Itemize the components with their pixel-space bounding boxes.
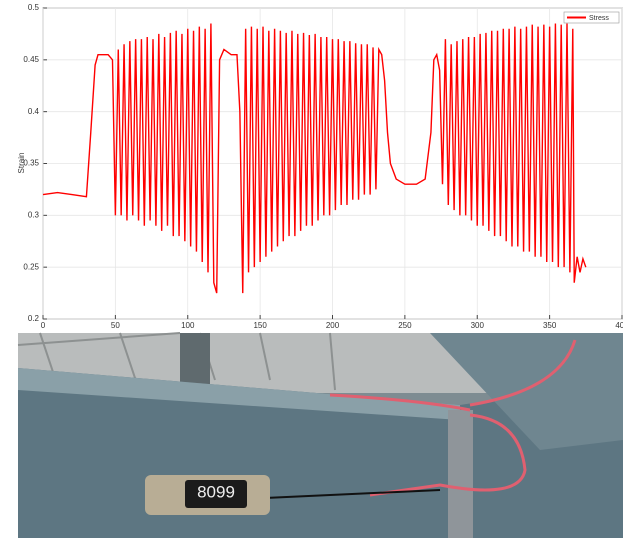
x-tick-label: 150 (253, 321, 267, 330)
y-tick-label: 0.4 (28, 107, 40, 116)
x-tick-label: 50 (111, 321, 120, 330)
x-tick-label: 350 (543, 321, 557, 330)
tape (448, 410, 473, 538)
y-tick-label: 0.5 (28, 3, 40, 12)
x-tick-label: 300 (471, 321, 485, 330)
page: Strain 0.20.250.30.350.40.450.5050100150… (0, 0, 623, 538)
y-tick-label: 0.3 (28, 210, 40, 219)
photo: 8099 (18, 333, 623, 538)
legend-label: Stress (589, 15, 609, 22)
x-tick-label: 0 (41, 321, 46, 330)
x-tick-label: 100 (181, 321, 195, 330)
plate-label: 8099 (197, 482, 235, 501)
y-tick-label: 0.2 (28, 314, 40, 323)
x-tick-label: 400 (615, 321, 623, 330)
figure: Strain 0.20.250.30.350.40.450.5050100150… (0, 0, 623, 538)
y-tick-label: 0.45 (23, 55, 39, 64)
x-tick-label: 250 (398, 321, 412, 330)
x-tick-label: 200 (326, 321, 340, 330)
y-tick-label: 0.35 (23, 159, 39, 168)
y-tick-label: 0.25 (23, 262, 39, 271)
